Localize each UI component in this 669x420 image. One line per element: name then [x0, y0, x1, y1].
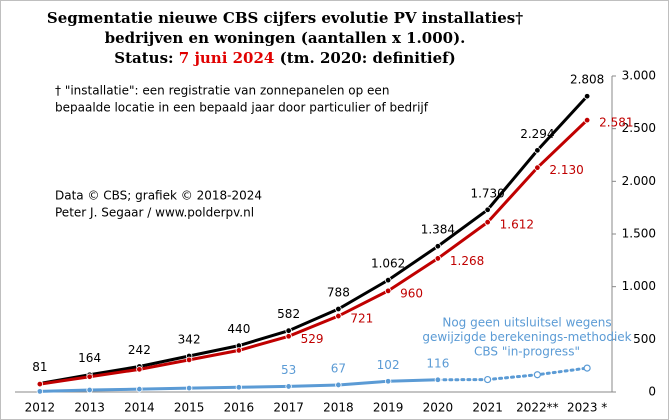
annotation: bepaalde locatie in een bepaald jaar doo…	[55, 101, 429, 115]
chart-status: Status: 7 juni 2024 (tm. 2020: definitie…	[114, 49, 455, 67]
data-label: 81	[32, 360, 47, 374]
x-tick-label: 2017	[273, 401, 304, 415]
x-tick-label: 2021	[472, 401, 503, 415]
point	[36, 388, 44, 395]
point	[384, 287, 392, 295]
point	[335, 305, 342, 313]
point	[583, 116, 591, 124]
data-label: 2.808	[570, 73, 604, 87]
x-tick-label: 2014	[124, 401, 155, 415]
annotation: Peter J. Segaar / www.polderpv.nl	[55, 206, 254, 220]
point	[235, 347, 243, 354]
data-label: 721	[350, 312, 373, 326]
status-label: Status:	[114, 49, 173, 67]
point	[484, 206, 491, 213]
point	[533, 371, 541, 379]
data-label: 440	[227, 322, 250, 336]
annotation: Nog geen uitsluitsel wegens	[442, 316, 611, 330]
x-tick-label: 2013	[74, 401, 105, 415]
point	[335, 312, 342, 320]
data-label: 67	[331, 361, 346, 375]
y-tick-label: 3.000	[622, 69, 656, 83]
x-tick-label: 2023 *	[567, 401, 607, 415]
data-label: 2.130	[549, 163, 583, 177]
annotation: gewijzigde berekenings-methodiek	[422, 330, 631, 344]
point	[534, 147, 541, 154]
y-tick-label: 2.500	[622, 121, 656, 135]
data-label: 53	[281, 363, 296, 377]
point	[434, 376, 442, 383]
data-label: 164	[78, 351, 101, 365]
point	[136, 366, 143, 373]
x-tick-label: 2012	[25, 401, 56, 415]
point	[86, 373, 93, 380]
x-tick-label: 2022**	[516, 401, 559, 415]
point	[185, 384, 193, 392]
series-line	[38, 94, 589, 385]
point	[583, 93, 591, 100]
point	[434, 255, 442, 262]
x-tick-label: 2018	[323, 401, 354, 415]
point	[185, 356, 193, 364]
data-label: 582	[277, 307, 300, 321]
point	[285, 327, 292, 334]
point	[384, 276, 392, 284]
data-label: 1.730	[470, 186, 504, 200]
data-label: 2.294	[520, 127, 554, 141]
point	[86, 386, 93, 394]
data-label: 342	[178, 332, 201, 346]
chart-title: bedrijven en woningen (aantallen x 1.000…	[105, 29, 466, 47]
y-tick-label: 2.000	[622, 174, 656, 188]
annotation: Data © CBS; grafiek © 2018-2024	[55, 189, 262, 203]
data-label: 788	[327, 285, 350, 299]
data-label: 242	[128, 343, 151, 357]
point	[285, 333, 292, 340]
point	[136, 385, 143, 393]
data-label: 1.612	[500, 218, 534, 232]
y-tick-label: 1.500	[622, 227, 656, 241]
point	[235, 384, 243, 391]
annotation: CBS "in-progress"	[474, 345, 580, 359]
y-tick-label: 500	[633, 332, 656, 346]
point	[484, 219, 491, 226]
data-label: 529	[301, 332, 324, 346]
x-tick-label: 2016	[224, 401, 255, 415]
point	[434, 243, 442, 250]
point	[335, 381, 342, 389]
data-label: 1.384	[421, 223, 455, 237]
data-label: 2.581	[599, 116, 633, 130]
data-label: 1.062	[371, 257, 405, 271]
annotation: † "installatie": een registratie van zon…	[55, 84, 389, 98]
point	[285, 383, 292, 390]
chart-title: Segmentatie nieuwe CBS cijfers evolutie …	[47, 9, 523, 27]
data-label: 102	[377, 358, 400, 372]
data-label: 1.268	[450, 254, 484, 268]
y-tick-label: 1.000	[622, 279, 656, 293]
data-label: 116	[426, 356, 449, 370]
x-tick-label: 2015	[174, 401, 205, 415]
x-tick-label: 2020	[423, 401, 454, 415]
point	[384, 378, 392, 385]
data-label: 960	[400, 286, 423, 300]
point	[583, 364, 591, 372]
x-tick-label: 2019	[373, 401, 404, 415]
status-note: (tm. 2020: definitief)	[280, 49, 456, 67]
y-tick-label: 0	[648, 385, 656, 399]
status-date: 7 juni 2024	[179, 49, 275, 67]
point	[484, 375, 492, 384]
point	[36, 380, 44, 388]
series-line	[38, 118, 589, 386]
point	[534, 164, 541, 171]
